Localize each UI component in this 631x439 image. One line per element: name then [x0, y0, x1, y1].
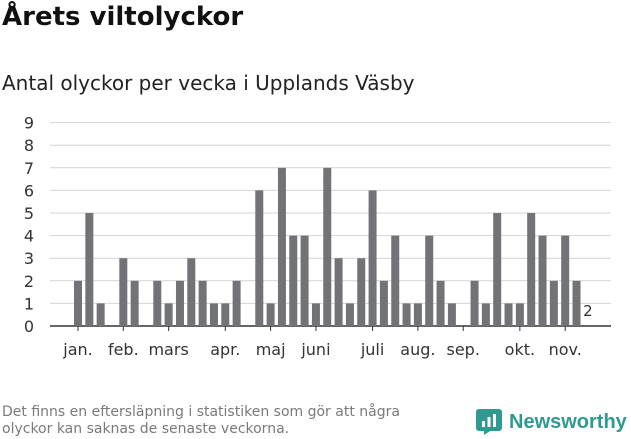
bar — [232, 280, 241, 326]
bar — [549, 280, 558, 326]
x-tick-label: mars — [148, 340, 188, 359]
data-label-last-week: 2 — [583, 302, 593, 320]
newsworthy-logo: Newsworthy — [476, 408, 627, 436]
bar — [515, 303, 524, 326]
bar — [74, 280, 82, 326]
bar — [345, 303, 354, 326]
x-tick-label: sep. — [447, 340, 480, 359]
x-tick-label: juli — [360, 340, 384, 359]
y-tick-label: 0 — [24, 317, 34, 336]
y-tick-label: 6 — [24, 181, 34, 200]
y-tick-label: 8 — [24, 136, 34, 155]
x-tick-label: aug. — [400, 340, 435, 359]
bar — [334, 258, 343, 326]
bar — [187, 258, 196, 326]
chart-title: Årets viltolyckor — [2, 2, 244, 32]
newsworthy-logo-icon — [476, 409, 502, 435]
footnote: Det finns en eftersläpning i statistiken… — [2, 404, 400, 437]
x-tick-label: juni — [300, 340, 330, 359]
bar — [209, 303, 218, 326]
bar — [538, 235, 547, 326]
bar — [391, 235, 400, 326]
x-tick-label: apr. — [210, 340, 240, 359]
chart-subtitle: Antal olyckor per vecka i Upplands Väsby — [2, 71, 415, 95]
bar — [255, 190, 264, 326]
bar — [266, 303, 275, 326]
bar — [470, 280, 479, 326]
y-axis-ticks: 0 1 2 3 4 5 6 7 8 9 — [24, 114, 34, 336]
bar — [277, 167, 286, 326]
y-tick-label: 1 — [24, 294, 34, 313]
bar — [481, 303, 490, 326]
bar — [368, 190, 377, 326]
bar — [561, 235, 570, 326]
bar — [413, 303, 422, 326]
data-labels: 2 — [583, 302, 593, 320]
y-tick-label: 2 — [24, 272, 34, 291]
bar — [436, 280, 445, 326]
bar — [504, 303, 513, 326]
bar — [175, 280, 184, 326]
y-tick-label: 7 — [24, 159, 34, 178]
y-tick-label: 5 — [24, 204, 34, 223]
x-tick-label: feb. — [108, 340, 139, 359]
bar — [447, 303, 456, 326]
bar — [198, 280, 207, 326]
bar — [221, 303, 230, 326]
bar-chart: 0 1 2 3 4 5 6 7 8 9 jan. feb. mars apr. maj juni juli au… — [24, 114, 611, 359]
y-tick-label: 3 — [24, 249, 34, 268]
bar — [300, 235, 309, 326]
bar — [527, 213, 536, 326]
bar — [85, 213, 94, 326]
bar — [357, 258, 366, 326]
bar — [493, 213, 502, 326]
x-tick-label: maj — [256, 340, 286, 359]
bar — [379, 280, 388, 326]
x-tick-label: okt. — [505, 340, 535, 359]
bar — [130, 280, 139, 326]
x-tick-label: nov. — [549, 340, 582, 359]
bar — [311, 303, 320, 326]
newsworthy-logo-text: Newsworthy — [509, 410, 627, 433]
bars — [74, 167, 581, 326]
x-tick-label: jan. — [62, 340, 92, 359]
bar — [289, 235, 298, 326]
bar — [323, 167, 332, 326]
y-tick-label: 9 — [24, 114, 34, 133]
bar — [153, 280, 162, 326]
bar — [96, 303, 105, 326]
bar — [119, 258, 128, 326]
bar — [425, 235, 434, 326]
bar — [164, 303, 173, 326]
bar — [572, 280, 581, 326]
bar — [402, 303, 411, 326]
y-tick-label: 4 — [24, 227, 34, 246]
x-axis-ticks: jan. feb. mars apr. maj juni juli aug. sep. okt. n… — [62, 326, 582, 359]
